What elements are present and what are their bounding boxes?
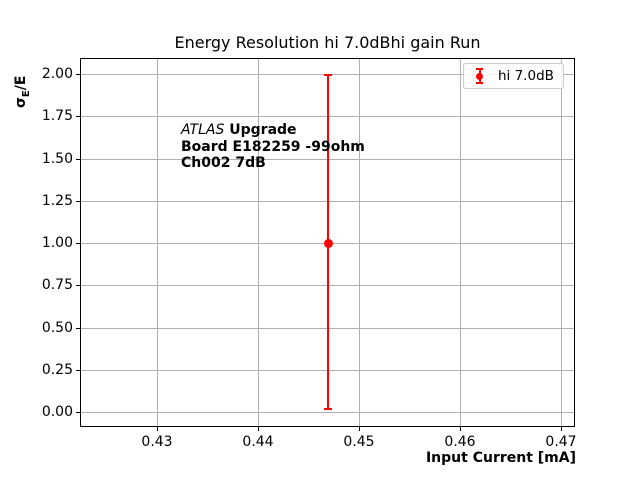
y-tick-label: 0.00	[41, 404, 73, 420]
x-tick	[157, 427, 158, 431]
x-axis-label: Input Current [mA]	[425, 450, 576, 466]
y-tick	[76, 74, 80, 75]
x-tick	[258, 427, 259, 431]
v-gridline	[460, 59, 461, 426]
y-tick-label: 1.25	[41, 193, 73, 209]
legend-errorbar-icon	[475, 68, 484, 84]
sigma-subscript: E	[20, 90, 32, 98]
y-tick	[76, 370, 80, 371]
legend-entry-label: hi 7.0dB	[498, 68, 554, 84]
v-gridline	[258, 59, 259, 426]
y-tick-label: 2.00	[41, 66, 73, 82]
y-tick	[76, 412, 80, 413]
x-tick-label: 0.43	[141, 434, 173, 450]
x-tick	[561, 427, 562, 431]
errorbar-cap-bottom	[324, 408, 332, 410]
x-tick-label: 0.47	[545, 434, 577, 450]
annotation-block: ATLAS Upgrade Board E182259 -99ohm Ch002 …	[181, 122, 365, 172]
y-tick	[76, 328, 80, 329]
annotation-line-1: ATLAS Upgrade	[181, 122, 365, 139]
h-gridline	[81, 412, 574, 413]
y-tick	[76, 243, 80, 244]
errorbar-cap-top	[324, 74, 332, 76]
atlas-label: ATLAS	[181, 122, 225, 138]
x-tick	[460, 427, 461, 431]
y-tick-label: 1.00	[41, 235, 73, 251]
x-tick-label: 0.45	[343, 434, 375, 450]
y-tick-label: 1.75	[41, 108, 73, 124]
y-tick	[76, 201, 80, 202]
plot-area: ATLAS Upgrade Board E182259 -99ohm Ch002 …	[80, 58, 575, 427]
y-tick	[76, 159, 80, 160]
annotation-line-2: Board E182259 -99ohm	[181, 138, 365, 155]
y-tick-label: 0.75	[41, 277, 73, 293]
upgrade-label: Upgrade	[229, 122, 297, 138]
v-gridline	[157, 59, 158, 426]
y-tick	[76, 116, 80, 117]
annotation-line-3: Ch002 7dB	[181, 155, 266, 171]
x-tick-label: 0.46	[444, 434, 476, 450]
chart-title: Energy Resolution hi 7.0dBhi gain Run	[174, 33, 481, 52]
y-tick-label: 0.50	[41, 320, 73, 336]
v-gridline	[359, 59, 360, 426]
v-gridline	[561, 59, 562, 426]
y-tick-label: 1.50	[41, 151, 73, 167]
data-point-marker	[324, 239, 333, 248]
x-tick-label: 0.44	[242, 434, 274, 450]
legend-marker-dot	[476, 72, 483, 80]
legend: hi 7.0dB	[463, 63, 564, 89]
x-tick	[359, 427, 360, 431]
legend-errorbar-cap-bottom	[476, 82, 483, 84]
y-tick	[76, 285, 80, 286]
y-tick-label: 0.25	[41, 362, 73, 378]
